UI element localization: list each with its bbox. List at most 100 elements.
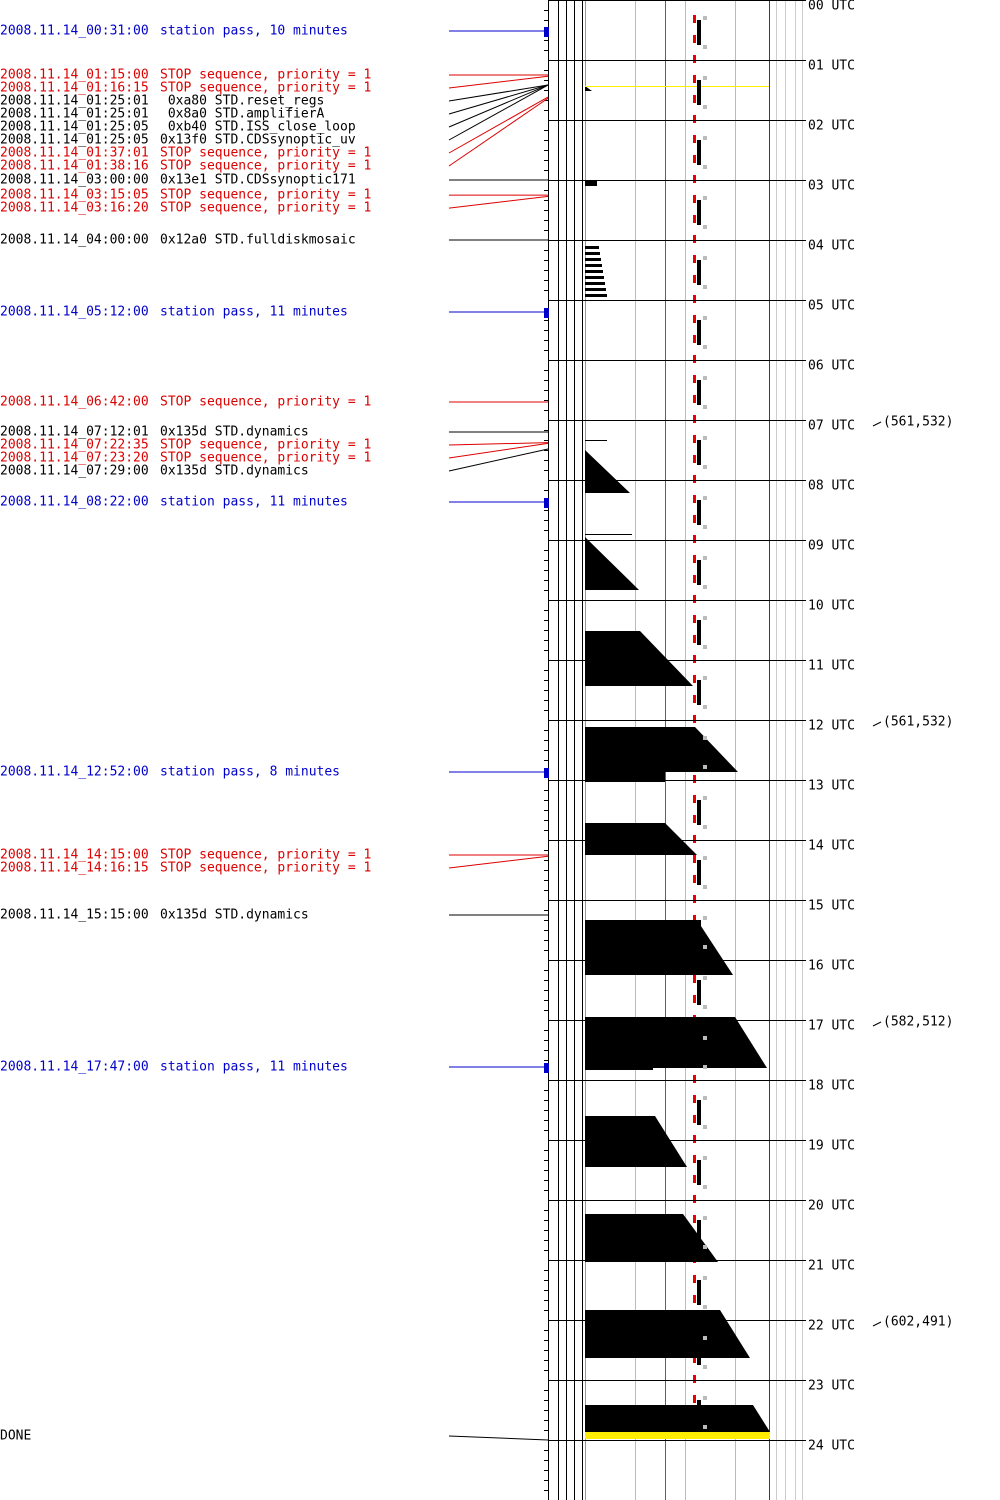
hour-label: 12 UTC <box>808 719 855 734</box>
marker <box>703 945 707 949</box>
exposure-bar <box>697 560 701 585</box>
marker <box>703 1156 707 1160</box>
hour-note: (561,532) <box>883 715 953 730</box>
marker <box>703 1005 707 1009</box>
hour-label: 16 UTC <box>808 959 855 974</box>
exposure-bar <box>697 140 701 165</box>
event-leader <box>448 75 549 89</box>
event-text: 0x13f0 STD.CDSsynoptic_uv <box>160 133 356 148</box>
marker <box>703 765 707 769</box>
marker <box>703 556 707 560</box>
exposure-bar <box>697 1040 701 1065</box>
marker <box>703 136 707 140</box>
hour-label: 15 UTC <box>808 899 855 914</box>
event-leader <box>448 442 549 459</box>
event-time: 2008.11.14_03:00:00 <box>0 173 149 188</box>
event-time: 2008.11.14_03:15:05 <box>0 188 149 203</box>
event-text: 0x13e1 STD.CDSsynoptic171 <box>160 173 356 188</box>
event-text: STOP sequence, priority = 1 <box>160 451 371 466</box>
exposure-bar <box>697 980 701 1005</box>
hour-label: 18 UTC <box>808 1079 855 1094</box>
event-text: 0xb40 STD.ISS_close_loop <box>160 120 356 135</box>
marker <box>703 1336 707 1340</box>
hour-label: 22 UTC <box>808 1319 855 1334</box>
marker <box>703 225 707 229</box>
hour-label: 00 UTC <box>808 0 855 14</box>
event-time: 2008.11.14_05:12:00 <box>0 305 149 320</box>
event-time: 2008.11.14_14:16:15 <box>0 861 149 876</box>
exposure-bar <box>697 1100 701 1125</box>
marker <box>703 1216 707 1220</box>
hour-label: 14 UTC <box>808 839 855 854</box>
marker <box>703 76 707 80</box>
marker <box>703 16 707 20</box>
marker <box>703 1305 707 1309</box>
hour-label: 23 UTC <box>808 1379 855 1394</box>
hour-label: 11 UTC <box>808 659 855 674</box>
exposure-bar <box>697 380 701 405</box>
hour-label: 01 UTC <box>808 59 855 74</box>
marker <box>703 1245 707 1249</box>
exposure-bar <box>697 1340 701 1365</box>
exposure-bar <box>697 740 701 765</box>
activity-blocks <box>585 86 770 1439</box>
event-text: station pass, 10 minutes <box>160 24 348 39</box>
pass-marker <box>544 768 549 778</box>
event-text: station pass, 11 minutes <box>160 305 348 320</box>
event-time: 2008.11.14_04:00:00 <box>0 233 149 248</box>
event-time: 2008.11.14_01:16:15 <box>0 81 149 96</box>
event-text: station pass, 11 minutes <box>160 1060 348 1075</box>
event-time: 2008.11.14_06:42:00 <box>0 395 149 410</box>
event-text: 0xa80 STD.reset_regs <box>160 94 324 109</box>
event-leader <box>448 448 549 472</box>
marker <box>703 645 707 649</box>
marker <box>703 796 707 800</box>
hour-label: 05 UTC <box>808 299 855 314</box>
pass-marker <box>544 27 549 37</box>
event-leader <box>448 84 549 141</box>
marker <box>703 105 707 109</box>
event-time: 2008.11.14_14:15:00 <box>0 848 149 863</box>
marker <box>703 676 707 680</box>
event-leader <box>448 84 549 115</box>
event-time: 2008.11.14_07:29:00 <box>0 464 149 479</box>
exposure-bar <box>697 1220 701 1245</box>
event-text: STOP sequence, priority = 1 <box>160 438 371 453</box>
event-time: 2008.11.14_01:25:05 <box>0 120 149 135</box>
marker <box>703 1365 707 1369</box>
event-text: STOP sequence, priority = 1 <box>160 81 371 96</box>
event-time: 2008.11.14_01:37:01 <box>0 146 149 161</box>
pass-marker <box>544 498 549 508</box>
hour-label: 04 UTC <box>808 239 855 254</box>
hour-label: 03 UTC <box>808 179 855 194</box>
marker <box>703 1276 707 1280</box>
hour-note: (561,532) <box>883 415 953 430</box>
marker <box>703 345 707 349</box>
event-time: 2008.11.14_07:22:35 <box>0 438 149 453</box>
note-arrow <box>872 721 882 727</box>
hour-note: (602,491) <box>883 1315 953 1330</box>
event-time: 2008.11.14_08:22:00 <box>0 495 149 510</box>
event-time: 2008.11.14_01:25:01 <box>0 107 149 122</box>
event-leader <box>448 84 549 128</box>
event-leader <box>448 442 549 446</box>
marker <box>703 585 707 589</box>
marker <box>703 1125 707 1129</box>
done-label: DONE <box>0 1429 31 1444</box>
marker <box>703 736 707 740</box>
exposure-bar <box>697 1160 701 1185</box>
exposure-bar <box>697 920 701 945</box>
hour-label: 17 UTC <box>808 1019 855 1034</box>
marker <box>703 705 707 709</box>
note-arrow <box>872 421 882 427</box>
event-leader <box>448 96 549 154</box>
event-text: 0x135d STD.dynamics <box>160 464 309 479</box>
exposure-bar <box>697 800 701 825</box>
marker <box>703 825 707 829</box>
event-text: station pass, 11 minutes <box>160 495 348 510</box>
exposure-bar <box>697 1400 701 1425</box>
marker <box>703 1065 707 1069</box>
marker <box>703 45 707 49</box>
marker <box>703 496 707 500</box>
event-text: STOP sequence, priority = 1 <box>160 68 371 83</box>
